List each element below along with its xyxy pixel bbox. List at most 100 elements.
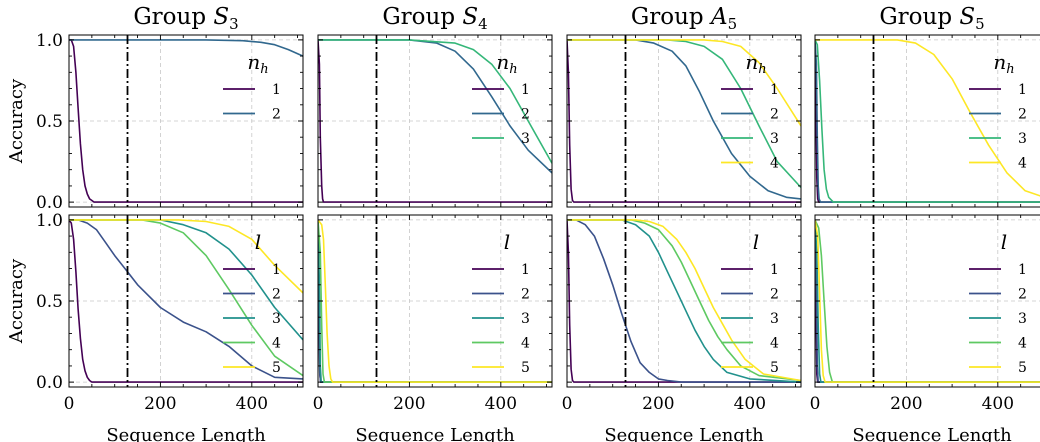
series-line-5: [567, 219, 801, 382]
series-line-5: [69, 219, 303, 294]
legend-title-subscript: h: [260, 62, 268, 77]
legend-label-1: 1: [521, 82, 530, 98]
legend-title: l: [255, 230, 261, 254]
legend-label-2: 2: [770, 107, 779, 123]
y-tick-label: 0.5: [36, 112, 63, 132]
panel-title: Group A5: [631, 4, 737, 33]
legend-label-5: 5: [1018, 360, 1027, 376]
x-axis-label: Sequence Length: [355, 425, 515, 442]
x-tick-label: 200: [144, 394, 176, 414]
x-tick-label: 200: [890, 394, 922, 414]
axis-ticks: [566, 215, 801, 387]
y-tick-label: 0.5: [36, 292, 63, 312]
legend-label-4: 4: [770, 156, 779, 172]
series-line-5: [318, 219, 552, 383]
panel-bottom-3: 0 200 400 Sequence Length l1 2 3 4 5: [562, 214, 802, 442]
legend-label-2: 2: [1018, 107, 1027, 123]
y-tick-label: 1.0: [36, 31, 63, 51]
legend-title: nh: [247, 50, 268, 77]
legend-label-1: 1: [770, 262, 779, 278]
axis-ticks: [68, 215, 303, 387]
legend-title: nh: [496, 50, 517, 77]
panel-title-subscript: 3: [229, 15, 239, 33]
legend-label-3: 3: [521, 131, 530, 147]
legend-label-1: 1: [272, 262, 281, 278]
legend-label-4: 4: [1018, 156, 1027, 172]
legend-label-2: 2: [521, 107, 530, 123]
legend-title: l: [504, 230, 510, 254]
legend-title: l: [753, 230, 759, 254]
y-tick-label: 1.0: [36, 211, 63, 231]
axis-ticks: [814, 215, 1022, 387]
series-line-2: [318, 39, 552, 174]
legend-title-main: l: [753, 230, 759, 254]
legend-label-3: 3: [1018, 131, 1027, 147]
y-tick-label: 0.0: [36, 193, 63, 213]
panel-top-4: Group S5 nh1 2 3 4: [814, 4, 1040, 208]
series-line-2: [815, 39, 1040, 203]
panel-title-main: Group: [631, 4, 711, 30]
panel-title-main: Group: [879, 4, 959, 30]
axis-ticks: [566, 35, 801, 207]
series-group: [69, 39, 303, 203]
legend-label-5: 5: [272, 360, 281, 376]
legend-label-2: 2: [521, 287, 530, 303]
legend-title-subscript: h: [509, 62, 517, 77]
y-axis-label: Accuracy: [6, 258, 27, 344]
legend-title-main: n: [745, 50, 758, 74]
legend-title-main: l: [1001, 230, 1007, 254]
panel-bottom-1: 0.0 0.5 1.0 Accuracy 0 200 400 Sequence Length l…: [6, 211, 304, 442]
x-tick-label: 400: [734, 394, 766, 414]
x-axis-label: Sequence Length: [106, 425, 266, 442]
series-line-3: [567, 219, 801, 383]
series-line-2: [69, 39, 303, 57]
series-line-2: [567, 219, 801, 383]
series-line-1: [69, 219, 303, 383]
legend-label-3: 3: [770, 311, 779, 327]
legend-title-main: n: [496, 50, 509, 74]
legend-title-main: n: [247, 50, 260, 74]
panel-title-subscript: 5: [975, 15, 985, 33]
series-group: [69, 219, 303, 383]
legend-label-1: 1: [272, 82, 281, 98]
series-line-3: [815, 39, 1040, 203]
panel-title: Group S3: [133, 4, 238, 33]
series-line-4: [815, 219, 1040, 383]
legend-label-2: 2: [1018, 287, 1027, 303]
legend-label-3: 3: [1018, 311, 1027, 327]
legend-label-1: 1: [770, 82, 779, 98]
legend-label-3: 3: [272, 311, 281, 327]
x-tick-label: 200: [393, 394, 425, 414]
legend-label-1: 1: [1018, 82, 1027, 98]
legend-title-main: l: [504, 230, 510, 254]
x-tick-label: 0: [313, 394, 324, 414]
x-tick-label: 0: [810, 394, 821, 414]
panel-title-main: Group: [133, 4, 213, 30]
x-axis-label: Sequence Length: [604, 425, 764, 442]
series-line-3: [69, 219, 303, 341]
legend-label-1: 1: [1018, 262, 1027, 278]
panel-title-symbol: A: [709, 4, 728, 30]
legend-label-1: 1: [521, 262, 530, 278]
series-line-4: [815, 39, 1040, 197]
legend-title: nh: [993, 50, 1014, 77]
legend-label-4: 4: [521, 336, 530, 352]
series-group: [318, 39, 552, 203]
panel-title: Group S4: [382, 4, 487, 33]
panel-title-symbol: S: [959, 4, 975, 30]
panel-bottom-2: 0 200 400 Sequence Length l1 2 3 4 5: [313, 214, 553, 442]
panel-top-2: Group S4 nh1 2 3: [317, 4, 553, 208]
axis-ticks: [814, 35, 1022, 207]
panel-title-subscript: 4: [478, 15, 488, 33]
series-line-2: [69, 219, 303, 380]
axis-ticks: [68, 35, 303, 207]
series-line-4: [567, 39, 801, 127]
series-line-1: [318, 39, 552, 203]
panel-title-subscript: 5: [728, 15, 738, 33]
legend-label-4: 4: [770, 336, 779, 352]
panel-title: Group S5: [879, 4, 984, 33]
legend-title: l: [1001, 230, 1007, 254]
legend-title-main: l: [255, 230, 261, 254]
